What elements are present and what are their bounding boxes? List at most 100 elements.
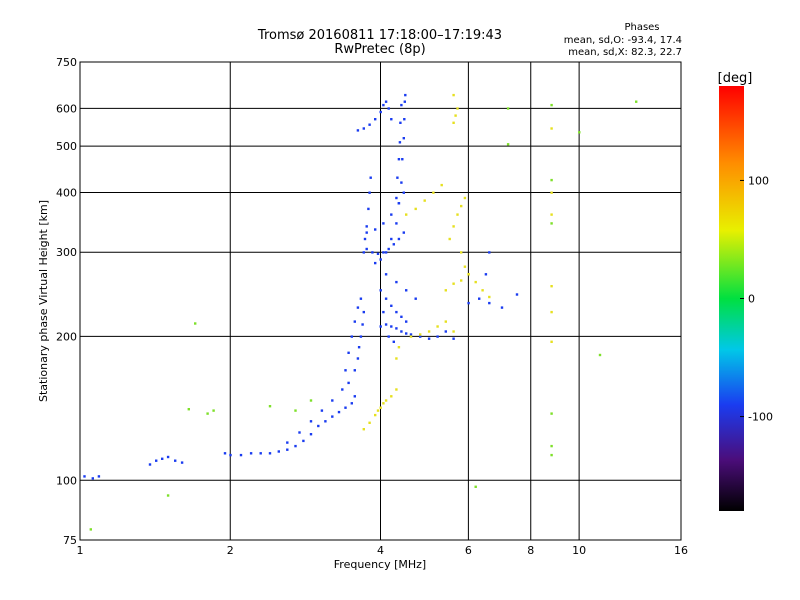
data-point [395, 196, 398, 200]
data-point [635, 100, 638, 103]
data-point [369, 176, 372, 179]
colorbar [719, 86, 744, 511]
x-tick-label: 4 [377, 544, 384, 557]
data-point [400, 315, 403, 318]
data-point [598, 353, 602, 357]
data-point [390, 395, 393, 398]
data-point [374, 261, 377, 265]
colorbar-tick-label: 100 [748, 174, 769, 187]
data-point [344, 406, 347, 409]
data-point [309, 433, 313, 436]
data-point [294, 444, 297, 448]
data-point [550, 310, 553, 314]
data-point [89, 528, 92, 531]
data-point [379, 258, 382, 261]
data-point [350, 402, 353, 405]
data-point [206, 412, 209, 415]
data-point [396, 176, 399, 179]
colorbar-tick-label: 0 [748, 293, 755, 306]
data-point [368, 421, 371, 424]
data-point [368, 191, 371, 194]
data-point [414, 207, 417, 211]
data-point [390, 213, 393, 216]
data-point [550, 191, 553, 194]
data-point [550, 340, 553, 343]
data-point [432, 191, 435, 194]
y-tick-label: 100 [56, 474, 77, 487]
data-point [398, 141, 402, 144]
data-point [467, 273, 470, 276]
y-tick-label: 500 [56, 140, 77, 153]
data-point [384, 297, 388, 300]
data-point [506, 143, 510, 146]
data-point [384, 323, 388, 326]
data-point [550, 285, 553, 288]
data-point [387, 335, 390, 338]
data-point [506, 107, 510, 110]
data-point [550, 444, 553, 448]
data-point [460, 251, 463, 254]
data-point [259, 452, 262, 455]
data-point [268, 405, 272, 408]
data-point [390, 237, 393, 241]
x-tick-label: 2 [227, 544, 234, 557]
data-point [309, 399, 313, 402]
data-point [362, 127, 365, 130]
data-point [324, 420, 327, 423]
data-point [456, 213, 459, 216]
data-point [379, 325, 382, 328]
data-point [452, 337, 455, 340]
data-point [452, 282, 455, 285]
data-point [365, 231, 368, 234]
data-point [390, 118, 393, 121]
data-point [405, 320, 408, 323]
data-point [460, 204, 463, 208]
data-point [402, 231, 405, 234]
plot-frame [79, 61, 682, 541]
data-point [379, 110, 382, 114]
data-point [395, 280, 398, 284]
data-point [344, 369, 347, 372]
data-point [454, 114, 457, 117]
data-point [400, 181, 403, 184]
phase-stats-heading: Phases [624, 22, 659, 33]
data-point [347, 351, 350, 354]
data-point [155, 459, 158, 462]
data-point [452, 121, 455, 124]
data-point [444, 320, 447, 323]
data-point [268, 452, 272, 455]
data-point [405, 289, 408, 292]
data-point [239, 453, 243, 457]
data-point [91, 477, 94, 480]
data-point [395, 222, 398, 225]
data-point [379, 289, 382, 292]
data-point [392, 243, 395, 246]
data-point [550, 127, 553, 130]
data-point [550, 213, 553, 216]
data-point [474, 485, 477, 488]
data-point [456, 107, 459, 110]
data-point [550, 178, 553, 182]
data-point [444, 330, 447, 333]
data-point [419, 335, 422, 338]
data-point [488, 301, 491, 305]
data-point [298, 431, 301, 434]
data-point [448, 237, 451, 241]
data-point [392, 340, 395, 343]
x-axis-label: Frequency [MHz] [334, 558, 426, 571]
data-point [83, 475, 86, 478]
data-point [397, 237, 401, 241]
data-point [405, 213, 408, 216]
data-point [478, 297, 481, 300]
data-point [353, 395, 356, 398]
data-point [331, 415, 334, 418]
x-tick-label: 1 [77, 544, 84, 557]
data-point [359, 297, 363, 300]
colorbar-label: [deg] [718, 71, 753, 86]
data-point [350, 335, 353, 338]
data-point [397, 158, 401, 161]
data-point [427, 330, 431, 333]
data-point [194, 322, 197, 325]
data-point [390, 304, 393, 307]
